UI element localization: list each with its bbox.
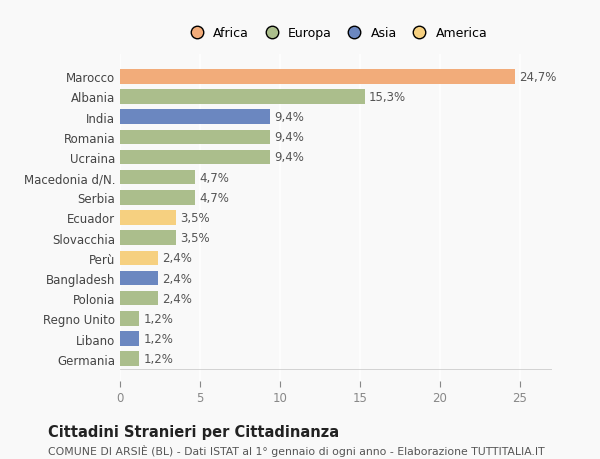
Bar <box>120 70 515 84</box>
Text: 15,3%: 15,3% <box>369 91 406 104</box>
Bar <box>120 352 139 366</box>
Bar <box>120 110 271 125</box>
Bar <box>120 311 139 326</box>
Bar <box>120 211 176 225</box>
Text: 2,4%: 2,4% <box>163 272 192 285</box>
Text: 1,2%: 1,2% <box>143 353 173 365</box>
Text: 9,4%: 9,4% <box>274 111 304 124</box>
Bar <box>120 291 158 306</box>
Bar <box>120 251 158 265</box>
Text: 1,2%: 1,2% <box>143 332 173 345</box>
Text: 3,5%: 3,5% <box>180 212 209 224</box>
Text: 2,4%: 2,4% <box>163 252 192 265</box>
Text: Cittadini Stranieri per Cittadinanza: Cittadini Stranieri per Cittadinanza <box>48 425 339 440</box>
Bar <box>120 130 271 145</box>
Bar <box>120 231 176 246</box>
Bar <box>120 190 195 205</box>
Text: 1,2%: 1,2% <box>143 312 173 325</box>
Bar <box>120 271 158 285</box>
Bar <box>120 90 365 105</box>
Text: 9,4%: 9,4% <box>274 151 304 164</box>
Text: 2,4%: 2,4% <box>163 292 192 305</box>
Bar <box>120 171 195 185</box>
Text: 3,5%: 3,5% <box>180 232 209 245</box>
Text: 24,7%: 24,7% <box>519 71 557 84</box>
Text: 9,4%: 9,4% <box>274 131 304 144</box>
Text: 4,7%: 4,7% <box>199 171 229 184</box>
Legend: Africa, Europa, Asia, America: Africa, Europa, Asia, America <box>179 22 493 45</box>
Text: COMUNE DI ARSIÈ (BL) - Dati ISTAT al 1° gennaio di ogni anno - Elaborazione TUTT: COMUNE DI ARSIÈ (BL) - Dati ISTAT al 1° … <box>48 444 545 456</box>
Bar <box>120 151 271 165</box>
Text: 4,7%: 4,7% <box>199 191 229 204</box>
Bar <box>120 331 139 346</box>
